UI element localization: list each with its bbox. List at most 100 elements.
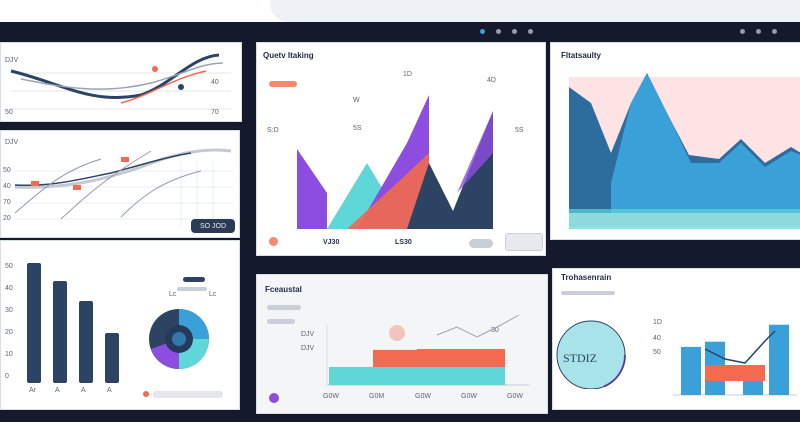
- bar-teal: [417, 367, 461, 385]
- tick-label: 50: [5, 109, 13, 116]
- corner-button[interactable]: [505, 233, 543, 251]
- axis-label: 70: [3, 199, 11, 206]
- side-label: 1D: [403, 71, 412, 78]
- status-dot: [269, 393, 279, 403]
- area-coral: [347, 153, 429, 229]
- bar-coral: [461, 349, 505, 367]
- area-sky: [611, 73, 800, 213]
- series-thin-line: [14, 158, 102, 214]
- panel-action-button[interactable]: SO JOD: [191, 219, 235, 233]
- footer-value: LS30: [395, 239, 412, 246]
- line-chart-panel-mid: DJV 50 40 70 20 SO JOD: [0, 130, 240, 238]
- side-label: DJV: [301, 345, 315, 352]
- progress-track: [153, 391, 223, 398]
- toggle-switch[interactable]: [469, 239, 493, 248]
- area-navy: [407, 111, 493, 229]
- legend-swatch: [267, 305, 301, 310]
- legend-swatch: [269, 81, 297, 87]
- trend-chart: [673, 324, 797, 396]
- axis-label: 0: [5, 373, 9, 380]
- area-purple-right: [457, 111, 493, 193]
- series-navy-line: [14, 152, 192, 187]
- area-purple-left: [297, 149, 327, 229]
- data-point: [73, 185, 81, 190]
- area-chart-center: [297, 95, 493, 229]
- area-chart-panel: Quetv Itaking S:D 1D 4D W 5S 5S VJ30 LS3…: [256, 42, 546, 256]
- area-teal-base: [569, 209, 800, 229]
- side-label: 40: [653, 335, 661, 342]
- window-dot[interactable]: [496, 29, 501, 34]
- side-label: 30: [491, 327, 499, 334]
- line-chart-top: [10, 53, 231, 110]
- panel-title: Fltatsaulty: [561, 51, 602, 60]
- panel-title: Trohasenrain: [561, 273, 612, 282]
- bar-teal: [461, 367, 505, 385]
- top-window-strip: [270, 0, 800, 22]
- series-navy-line: [10, 53, 220, 100]
- gauge-face: [557, 321, 625, 389]
- legend-chip: S:D: [267, 127, 279, 134]
- bar-coral: [417, 349, 461, 367]
- side-label: DJV: [301, 331, 315, 338]
- bar-label: A: [55, 387, 60, 394]
- bar-label: A: [81, 387, 86, 394]
- series-light-line: [14, 148, 232, 189]
- window-dot-blue[interactable]: [480, 29, 485, 34]
- window-dot[interactable]: [756, 29, 761, 34]
- footer-value: VJ30: [323, 239, 340, 246]
- data-point: [121, 157, 129, 162]
- window-dot[interactable]: [528, 29, 533, 34]
- window-dot[interactable]: [772, 29, 777, 34]
- series-thin-line: [120, 170, 202, 218]
- forecast-chart: [326, 314, 529, 386]
- side-label: W: [353, 97, 360, 104]
- axis-label: 50: [5, 263, 13, 270]
- data-point: [31, 181, 39, 186]
- column-label: G0W: [415, 393, 431, 400]
- coral-block: [705, 365, 765, 381]
- series-thin-line: [60, 150, 152, 220]
- data-point: [178, 84, 184, 90]
- panel-title: Quetv Itaking: [263, 51, 314, 60]
- gauge-value: STDIZ: [563, 351, 597, 365]
- axis-label: 40: [3, 183, 11, 190]
- donut-chart: [149, 309, 209, 369]
- axis-label: 10: [5, 351, 13, 358]
- series-gray-line: [20, 62, 224, 90]
- side-label: 50: [653, 349, 661, 356]
- mountain-chart-panel: Fltatsaulty: [550, 42, 800, 240]
- axis-label: 50: [3, 167, 11, 174]
- axis-label: 20: [3, 215, 11, 222]
- side-label: 5S: [515, 127, 524, 134]
- series-coral-line: [120, 70, 207, 104]
- column-label: G0W: [507, 393, 523, 400]
- bar-teal: [373, 367, 417, 385]
- trend-panel: Trohasenrain STDIZ 1D 40 50: [552, 268, 800, 410]
- window-dot[interactable]: [740, 29, 745, 34]
- status-dot: [143, 391, 149, 397]
- panel-title: Fceaustal: [265, 285, 302, 294]
- data-point: [152, 66, 158, 72]
- axis-label: 40: [5, 285, 13, 292]
- bar: [105, 332, 119, 383]
- bar-chart-panel: 50 40 30 20 10 0 Ar A A A Lc Lc: [0, 240, 240, 410]
- legend-label: Lc: [209, 291, 217, 298]
- legend-label: Lc: [169, 291, 177, 298]
- axis-label: 30: [5, 307, 13, 314]
- bar-coral: [373, 349, 417, 367]
- legend-swatch: [177, 287, 207, 291]
- bar-sky: [769, 324, 789, 395]
- window-dot[interactable]: [512, 29, 517, 34]
- bar-teal: [329, 367, 373, 385]
- status-dot: [269, 237, 278, 246]
- legend-swatch: [561, 291, 615, 295]
- forecast-panel: Fceaustal DJV DJV 30 G0W G0M G0W G0W G0W: [256, 274, 548, 414]
- bar-sky: [681, 346, 701, 395]
- panel-label: DJV: [5, 57, 19, 64]
- bar: [27, 263, 41, 383]
- tick-label: 40: [211, 79, 219, 86]
- side-label: 1D: [653, 319, 662, 326]
- tick-label: 70: [211, 109, 219, 116]
- bar: [79, 301, 93, 383]
- mountain-chart: [569, 73, 800, 229]
